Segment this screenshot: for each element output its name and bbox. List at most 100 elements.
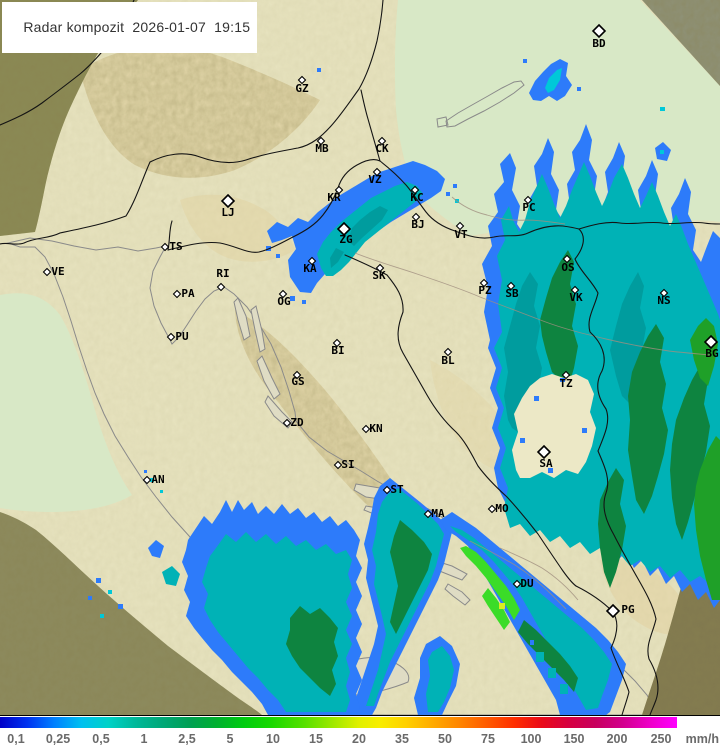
legend-value: 0,1 — [7, 732, 25, 746]
city-BD: BD — [591, 23, 607, 50]
rivers — [354, 196, 711, 610]
city-diamond-icon — [523, 195, 533, 205]
city-label: GZ — [295, 82, 309, 95]
city-NS: NS — [657, 288, 671, 307]
city-OS: OS — [561, 254, 575, 274]
city-KN: KN — [361, 422, 383, 435]
legend-value: 10 — [266, 732, 280, 746]
lake-balaton — [445, 80, 525, 128]
city-BL: BL — [441, 347, 455, 367]
city-label: PU — [175, 330, 189, 343]
city-MB: MB — [315, 136, 329, 155]
city-label: NS — [657, 294, 670, 307]
legend-value: 20 — [352, 732, 366, 746]
city-diamond-icon — [316, 136, 326, 146]
lake-balaton-tail — [436, 116, 449, 128]
city-BI: BI — [331, 338, 345, 357]
city-PZ: PZ — [478, 278, 492, 297]
city-PA: PA — [172, 287, 195, 300]
city-ST: ST — [382, 483, 404, 496]
legend-value: 5 — [226, 732, 234, 746]
city-PG: PG — [605, 603, 635, 619]
city-diamond-icon — [297, 75, 307, 85]
dry-gap-sarajevo — [512, 374, 596, 478]
precipitation-layer — [88, 31, 720, 715]
precip-bright-green-streak — [460, 546, 520, 620]
city-label: MO — [495, 502, 509, 515]
city-diamond-icon — [479, 278, 489, 288]
city-diamond-icon — [216, 282, 226, 292]
city-KC: KC — [410, 185, 424, 204]
city-diamond-icon — [562, 254, 572, 264]
city-diamond-icon — [411, 212, 421, 222]
city-diamond-icon — [570, 285, 580, 295]
city-diamond-icon — [423, 509, 433, 519]
city-label: BG — [705, 347, 719, 360]
city-label: BI — [331, 344, 344, 357]
city-label: VK — [569, 291, 583, 304]
city-GS: GS — [291, 370, 305, 388]
rain-rate-unit: mm/h — [685, 732, 719, 746]
plain-po-valley — [0, 293, 132, 512]
city-OG: OG — [277, 289, 291, 308]
legend-value: 100 — [520, 732, 542, 746]
city-PU: PU — [166, 330, 189, 343]
city-KR: KR — [327, 185, 344, 204]
mountain-areas — [80, 46, 695, 635]
city-CK: CK — [375, 136, 389, 155]
city-BJ: BJ — [411, 212, 425, 231]
city-diamond-icon — [166, 332, 176, 342]
city-DU: DU — [512, 577, 534, 590]
city-diamond-icon — [336, 221, 352, 237]
city-diamond-icon — [659, 288, 669, 298]
city-diamond-icon — [282, 418, 292, 428]
city-label: PZ — [478, 284, 492, 297]
city-label: OS — [561, 261, 574, 274]
city-VE: VE — [42, 265, 65, 278]
city-ZD: ZD — [282, 416, 304, 429]
city-diamond-icon — [605, 603, 621, 619]
city-label: VT — [454, 228, 468, 241]
city-label: VZ — [368, 173, 382, 186]
plain-pannonia — [394, 0, 720, 236]
city-VK: VK — [569, 285, 583, 304]
city-TZ: TZ — [559, 370, 573, 390]
city-label: SK — [372, 269, 386, 282]
title-bar: Radar kompozit 2026-01-07 19:15 — [2, 2, 258, 53]
city-diamond-icon — [487, 504, 497, 514]
legend-value: 200 — [606, 732, 628, 746]
map-title: Radar kompozit 2026-01-07 19:15 — [23, 19, 251, 35]
city-SI: SI — [333, 458, 355, 471]
city-label: OG — [277, 295, 291, 308]
legend-value: 0,5 — [92, 732, 110, 746]
legend-value: 1 — [140, 732, 148, 746]
city-label: PC — [522, 201, 535, 214]
city-label: SI — [341, 458, 354, 471]
city-label: TS — [169, 240, 182, 253]
city-label: AN — [151, 473, 164, 486]
city-label: GS — [291, 375, 304, 388]
city-label: PA — [181, 287, 195, 300]
city-VT: VT — [454, 221, 468, 241]
city-label: BL — [441, 354, 455, 367]
city-diamond-icon — [536, 444, 552, 460]
city-label: MA — [431, 507, 445, 520]
city-label: PG — [621, 603, 635, 616]
city-diamond-icon — [278, 289, 288, 299]
city-diamond-icon — [377, 136, 387, 146]
city-label: BD — [592, 37, 606, 50]
city-diamond-icon — [410, 185, 420, 195]
city-GZ: GZ — [295, 75, 309, 95]
city-diamond-icon — [506, 281, 516, 291]
city-diamond-icon — [307, 256, 317, 266]
city-diamond-icon — [375, 263, 385, 273]
city-diamond-icon — [142, 475, 152, 485]
city-diamond-icon — [333, 460, 343, 470]
city-diamond-icon — [703, 334, 719, 350]
city-label: VE — [51, 265, 64, 278]
city-ZG: ZG — [336, 221, 353, 246]
legend-value: 15 — [309, 732, 323, 746]
legend-value: 50 — [438, 732, 452, 746]
legend-value: 150 — [563, 732, 585, 746]
city-diamond-icon — [334, 185, 344, 195]
